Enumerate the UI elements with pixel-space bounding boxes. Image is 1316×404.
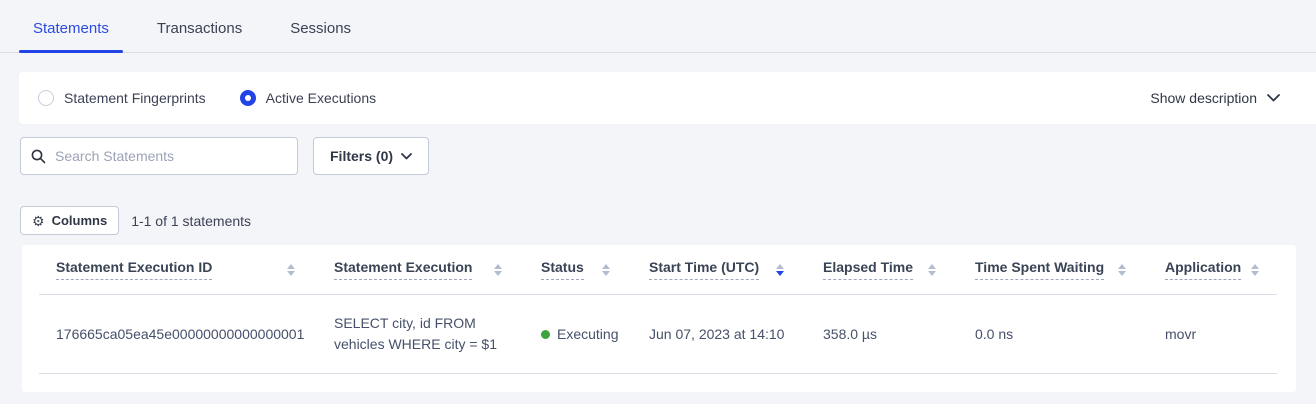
- table-header-row: Statement Execution ID Statement Executi…: [39, 245, 1277, 295]
- columns-button[interactable]: ⚙ Columns: [20, 206, 120, 235]
- tab-statements[interactable]: Statements: [19, 20, 123, 53]
- search-icon: [31, 149, 46, 164]
- sort-icon[interactable]: [592, 263, 610, 276]
- show-description-toggle[interactable]: Show description: [1150, 90, 1280, 106]
- search-box[interactable]: [20, 137, 298, 175]
- radio-selected-icon[interactable]: [239, 90, 256, 106]
- tab-bar: Statements Transactions Sessions: [0, 0, 1316, 53]
- columns-label: Columns: [51, 213, 108, 228]
- col-header-time-spent-waiting[interactable]: Time Spent Waiting: [958, 259, 1148, 280]
- view-mode-card: Statement Fingerprints Active Executions…: [19, 72, 1316, 124]
- cell-elapsed-time: 358.0 µs: [823, 325, 877, 342]
- radio-label: Statement Fingerprints: [64, 90, 206, 106]
- tab-sessions[interactable]: Sessions: [290, 20, 352, 37]
- chevron-down-icon: [1267, 94, 1280, 102]
- cell-statement-execution-id[interactable]: 176665ca05ea45e00000000000000001: [56, 325, 305, 342]
- results-count: 1-1 of 1 statements: [131, 212, 252, 229]
- cell-statement-execution[interactable]: SELECT city, id FROM vehicles WHERE city…: [334, 315, 497, 352]
- chevron-down-icon: [401, 152, 412, 159]
- col-header-statement-execution[interactable]: Statement Execution: [317, 259, 524, 280]
- table-row: 176665ca05ea45e00000000000000001 SELECT …: [39, 295, 1277, 374]
- show-description-label: Show description: [1150, 90, 1257, 106]
- cell-status: Executing: [524, 310, 632, 359]
- search-input[interactable]: [55, 148, 287, 164]
- sort-icon[interactable]: [1241, 263, 1260, 276]
- sort-icon[interactable]: [1108, 263, 1126, 276]
- radio-unselected-icon[interactable]: [38, 90, 54, 106]
- radio-active-executions[interactable]: Active Executions: [239, 90, 377, 106]
- status-dot-icon: [541, 329, 550, 339]
- cell-time-spent-waiting: 0.0 ns: [975, 325, 1014, 342]
- status-label: Executing: [557, 325, 619, 342]
- gear-icon: ⚙: [32, 212, 45, 229]
- sort-icon[interactable]: [918, 263, 936, 276]
- radio-label: Active Executions: [265, 90, 377, 106]
- sort-icon[interactable]: [484, 263, 502, 276]
- cell-application: movr: [1165, 325, 1197, 342]
- sort-icon[interactable]: [766, 263, 784, 276]
- filters-button[interactable]: Filters (0): [313, 137, 430, 175]
- col-header-application[interactable]: Application: [1148, 259, 1277, 280]
- col-header-status[interactable]: Status: [524, 259, 632, 280]
- col-header-start-time[interactable]: Start Time (UTC): [632, 259, 806, 280]
- sort-icon[interactable]: [277, 263, 295, 276]
- col-header-statement-execution-id[interactable]: Statement Execution ID: [39, 259, 317, 280]
- statements-table: Statement Execution ID Statement Executi…: [22, 245, 1296, 392]
- filters-label: Filters (0): [330, 148, 394, 164]
- cell-start-time: Jun 07, 2023 at 14:10: [649, 325, 785, 342]
- columns-row: ⚙ Columns 1-1 of 1 statements: [20, 206, 1316, 235]
- col-header-elapsed-time[interactable]: Elapsed Time: [806, 259, 958, 280]
- controls-row: Filters (0): [20, 137, 1316, 175]
- radio-statement-fingerprints[interactable]: Statement Fingerprints: [38, 90, 206, 106]
- tab-transactions[interactable]: Transactions: [156, 20, 243, 37]
